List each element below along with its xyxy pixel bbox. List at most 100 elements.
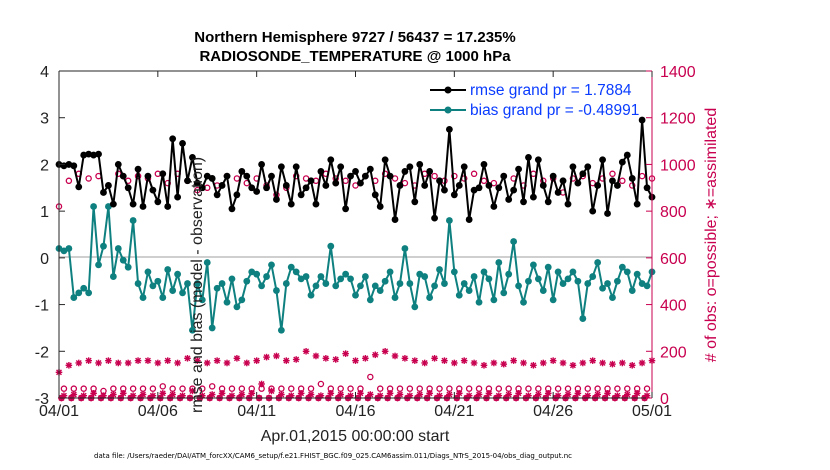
bias-point [144, 268, 152, 276]
asterisk-stroke [387, 390, 394, 397]
assimilated-obs-point [510, 357, 517, 364]
bias-point [441, 280, 448, 287]
x-tick-label: 04/06 [138, 403, 178, 420]
asterisk-stroke [599, 359, 606, 366]
assimilated-obs-point [115, 359, 122, 367]
assimilated-obs-point [535, 391, 542, 398]
rmse-point [539, 182, 547, 189]
assimilated-obs-point [268, 387, 275, 395]
rmse-point [223, 172, 231, 180]
rmse-point [381, 156, 389, 164]
possible-obs-point [470, 170, 478, 178]
bias-point [233, 303, 241, 311]
legend: rmse grand pr = 1.7884 bias grand pr = -… [430, 82, 639, 119]
bias-point [426, 294, 434, 301]
y-axis-left-label: rmse and bias (model - observation) [189, 157, 206, 413]
asterisk-stroke [238, 391, 245, 398]
bias-point [213, 284, 221, 292]
possible-obs-point [376, 385, 384, 392]
y-right-tick-label: 1400 [660, 64, 696, 81]
rmse-point [258, 161, 266, 168]
asterisk-stroke [401, 355, 408, 362]
rmse-point [569, 163, 577, 171]
bias-point [623, 268, 631, 276]
assimilated-obs-point [381, 347, 389, 355]
bias-point [90, 203, 97, 210]
possible-obs-point [584, 385, 592, 392]
bias-point [465, 287, 473, 294]
asterisk-stroke [154, 359, 161, 366]
asterisk-stroke [209, 391, 216, 398]
assimilated-obs-point [342, 350, 349, 357]
bias-point [327, 242, 335, 250]
assimilated-obs-point [164, 357, 172, 364]
bias-point [455, 291, 463, 299]
assimilated-obs-point [357, 390, 364, 397]
rmse-point [623, 151, 631, 159]
bias-point [129, 217, 137, 224]
assimilated-obs-point [283, 357, 290, 364]
bias-point [114, 245, 122, 252]
bias-point [273, 287, 280, 294]
bias-point [609, 294, 616, 301]
chart-subtitle: RADIOSONDE_TEMPERATURE @ 1000 hPa [199, 48, 511, 65]
assimilated-obs-point [194, 357, 201, 364]
assimilated-obs-point [638, 359, 646, 367]
rmse-point [579, 170, 587, 178]
assimilated-obs-point [70, 391, 78, 398]
rmse-point [233, 191, 241, 199]
y-right-tick-label: 0 [660, 391, 669, 408]
bias-point [312, 282, 320, 290]
bias-point [282, 280, 290, 287]
bias-point [500, 289, 508, 297]
asterisk-stroke [609, 361, 616, 368]
bias-point [263, 273, 270, 280]
rmse-point [317, 168, 325, 175]
asterisk-stroke [219, 390, 226, 397]
bias-point [485, 275, 493, 283]
bias-point [643, 282, 651, 290]
asterisk-stroke [411, 357, 418, 364]
asterisk-stroke [204, 359, 211, 366]
bias-point [134, 280, 142, 287]
bias-point [287, 263, 295, 271]
rmse-point [520, 198, 527, 206]
bias-point [218, 280, 226, 287]
y-left-tick-label: 2 [40, 157, 49, 174]
asterisk-stroke [560, 359, 567, 366]
rmse-point [243, 172, 251, 180]
bias-point [277, 326, 285, 334]
asterisk-stroke [619, 359, 626, 366]
bias-point [119, 256, 127, 264]
possible-obs-point [643, 385, 651, 392]
rmse-point [628, 175, 636, 182]
asterisk-stroke [456, 390, 463, 397]
rmse-point [282, 182, 290, 189]
assimilated-obs-point [609, 360, 616, 368]
bias-point [599, 284, 606, 292]
rmse-point [614, 182, 621, 189]
asterisk-stroke [332, 356, 339, 363]
bias-point [179, 289, 186, 297]
asterisk-stroke [303, 348, 310, 355]
x-tick-label: 04/01 [39, 403, 79, 420]
rmse-point [510, 186, 518, 194]
y-right-tick-label: 800 [660, 204, 687, 221]
bias-point [614, 277, 621, 285]
assimilated-obs-point [520, 359, 527, 367]
rmse-point [154, 198, 162, 206]
rmse-point [450, 191, 458, 199]
rmse-point [277, 163, 285, 171]
asterisk-stroke [312, 352, 319, 359]
rmse-point [322, 182, 330, 189]
assimilated-obs-point [258, 380, 265, 388]
rmse-point [490, 203, 498, 210]
asterisk-stroke [589, 357, 596, 364]
rmse-point [515, 165, 522, 173]
assimilated-obs-point [238, 391, 246, 398]
rmse-point [347, 172, 354, 180]
rmse-point [584, 163, 592, 171]
assimilated-obs-point [480, 361, 488, 369]
asterisk-stroke [540, 359, 547, 366]
rmse-point [307, 177, 315, 185]
